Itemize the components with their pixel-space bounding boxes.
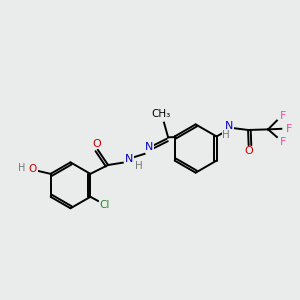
Text: CH₃: CH₃ bbox=[152, 110, 171, 119]
Text: H: H bbox=[134, 160, 142, 171]
Text: O: O bbox=[244, 146, 253, 156]
Text: F: F bbox=[280, 137, 286, 147]
Text: O: O bbox=[92, 139, 101, 149]
Text: Cl: Cl bbox=[99, 200, 110, 210]
Text: F: F bbox=[280, 110, 286, 121]
Text: O: O bbox=[29, 164, 37, 174]
Text: N: N bbox=[225, 122, 234, 131]
Text: H: H bbox=[222, 130, 230, 140]
Text: F: F bbox=[286, 124, 292, 134]
Text: N: N bbox=[125, 154, 134, 164]
Text: N: N bbox=[145, 142, 154, 152]
Text: H: H bbox=[18, 163, 26, 173]
